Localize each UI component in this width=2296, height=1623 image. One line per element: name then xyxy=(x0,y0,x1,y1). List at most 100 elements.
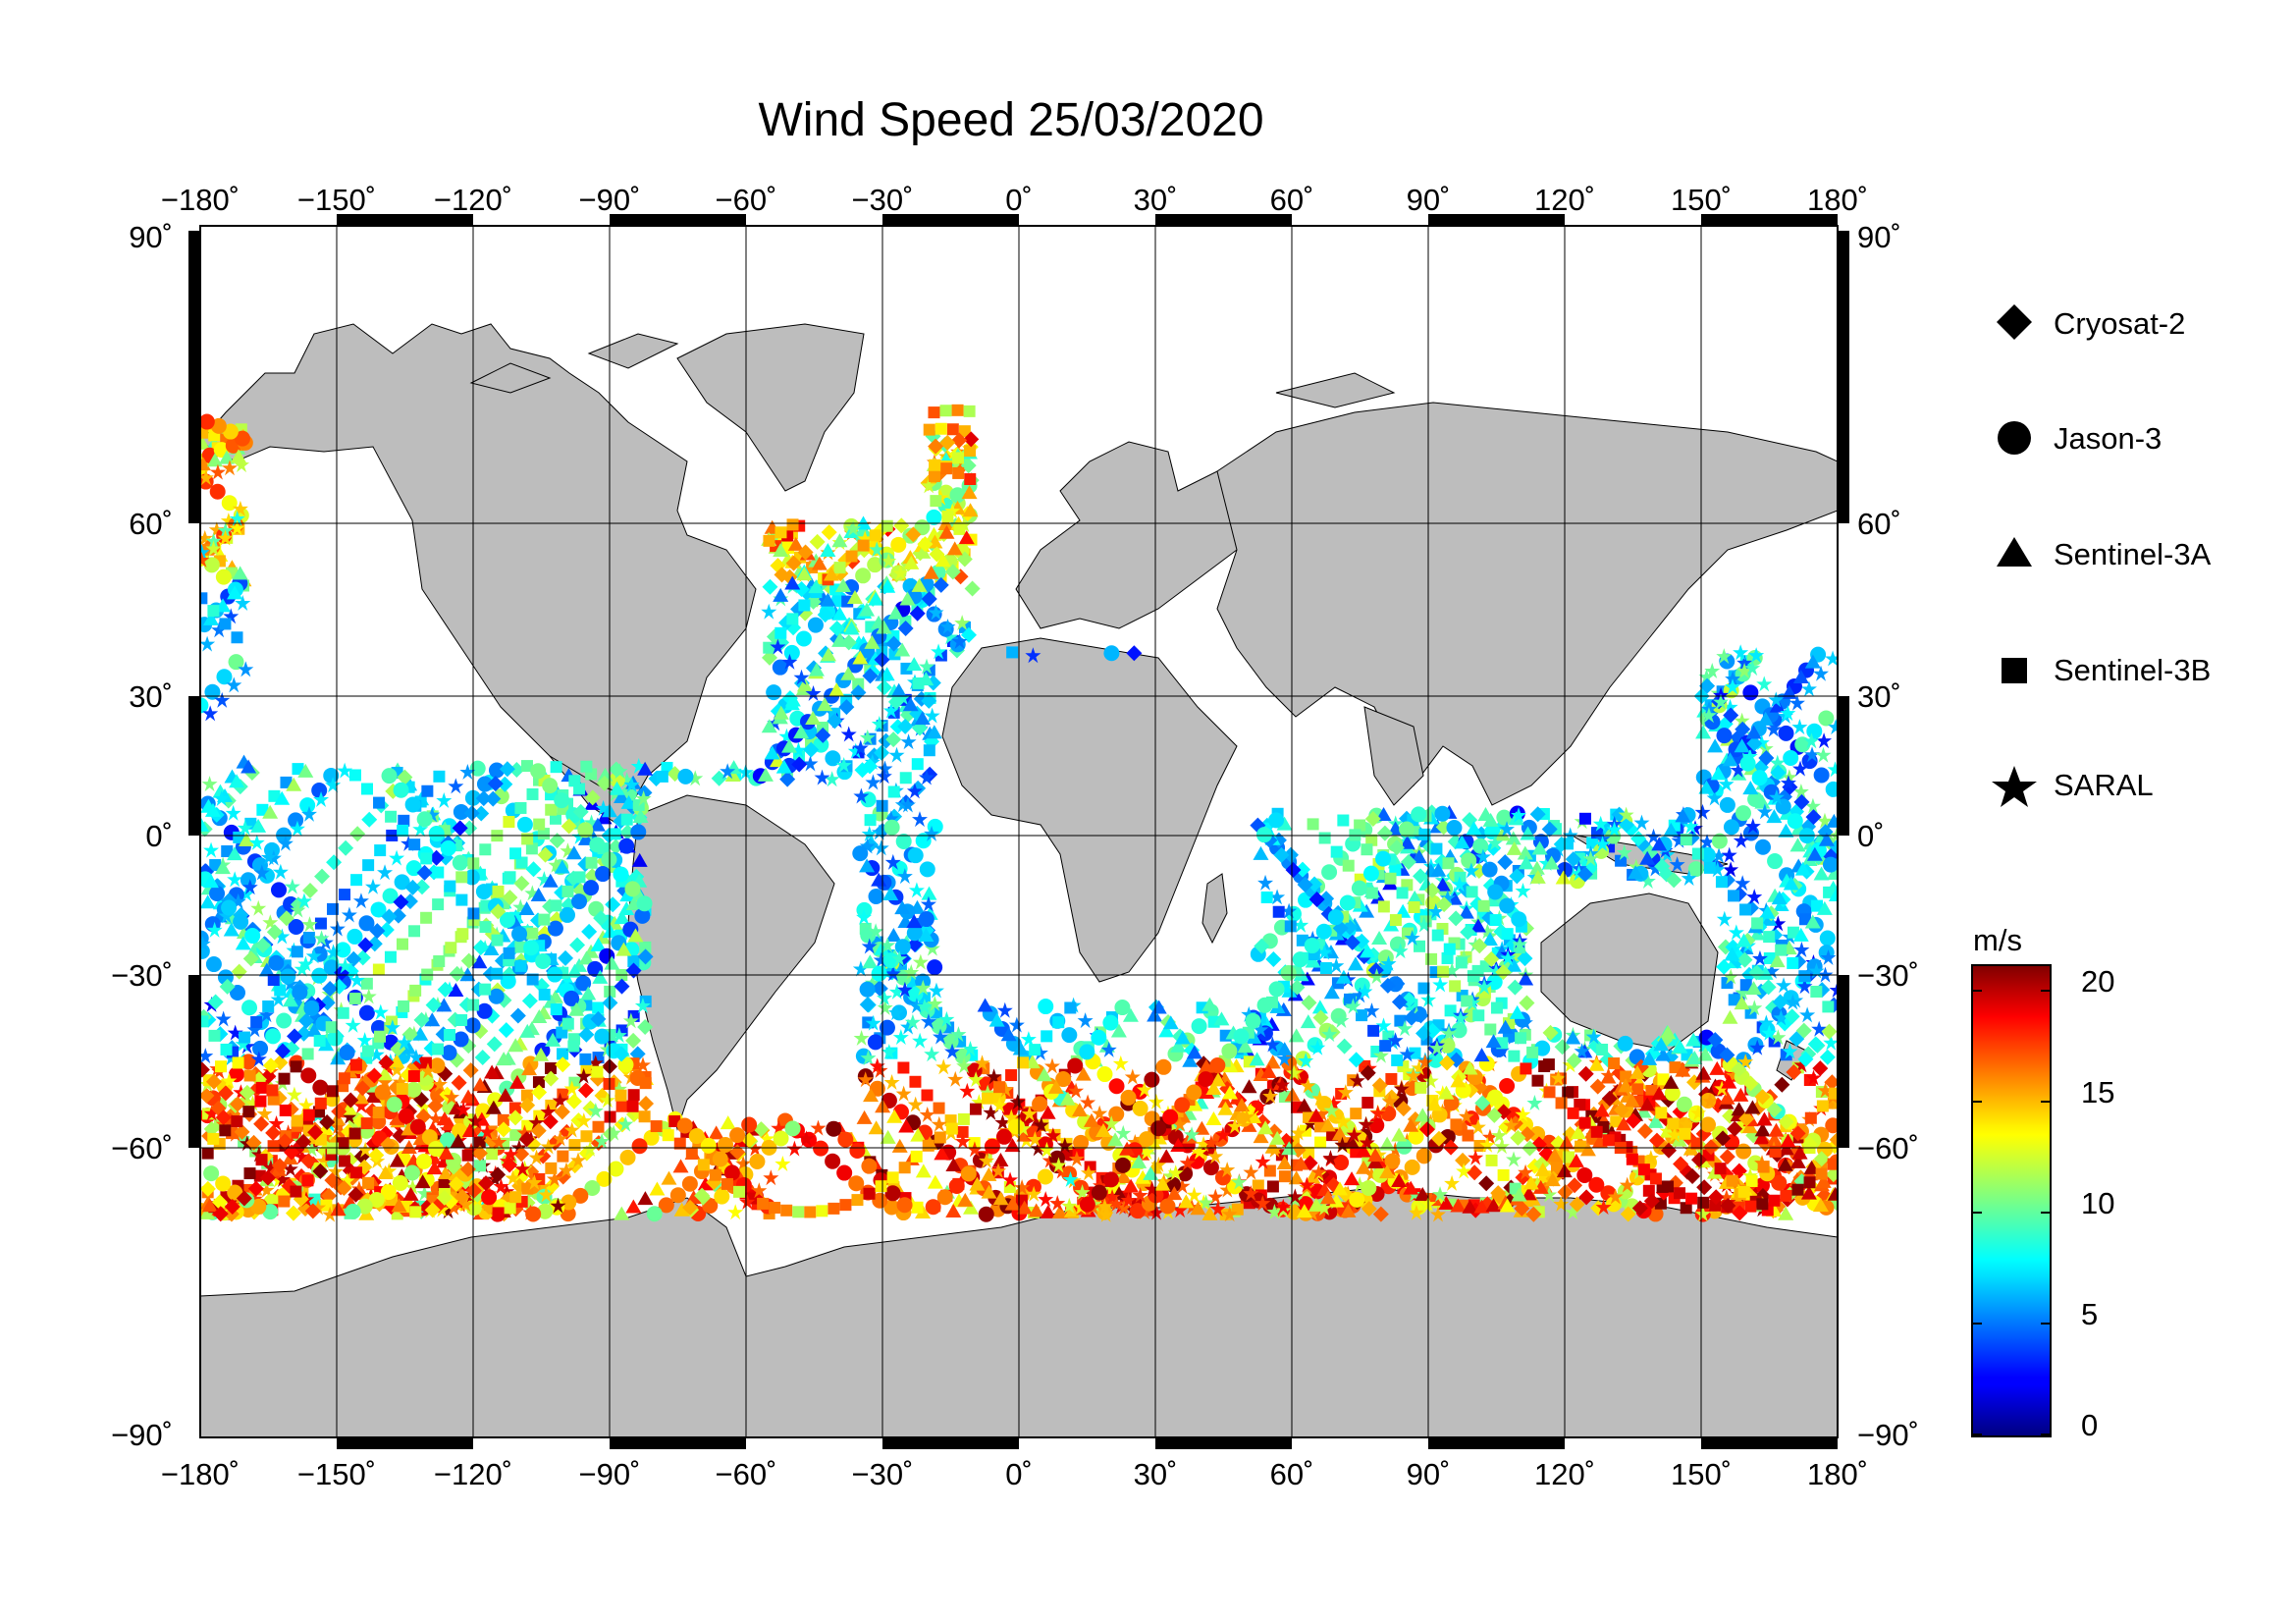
track-point xyxy=(852,677,865,690)
track-point xyxy=(1450,1118,1463,1131)
track-point xyxy=(1416,1054,1433,1070)
track-point xyxy=(483,941,500,955)
track-point xyxy=(221,899,238,916)
track-point xyxy=(1678,1115,1694,1132)
track-point xyxy=(398,1000,410,1012)
track-point xyxy=(1286,1064,1303,1081)
track-point xyxy=(436,791,453,808)
track-point xyxy=(1686,820,1703,837)
track-point xyxy=(462,1062,479,1079)
track-point xyxy=(1512,936,1528,952)
track-point xyxy=(591,1065,604,1078)
track-point xyxy=(463,869,480,886)
frame-bar xyxy=(1155,214,1292,226)
track-point xyxy=(1813,1151,1830,1167)
track-point xyxy=(634,1056,651,1073)
track-point xyxy=(342,1108,358,1124)
track-point xyxy=(487,1092,504,1109)
track-point xyxy=(1381,1093,1398,1109)
track-point xyxy=(1466,886,1478,898)
track-point xyxy=(1177,1165,1194,1182)
track-point xyxy=(1637,1163,1650,1176)
frame-bar xyxy=(1838,231,1849,523)
track-point xyxy=(568,1001,585,1016)
track-point xyxy=(1281,902,1298,919)
track-point xyxy=(1486,974,1503,991)
track-point xyxy=(380,1184,397,1201)
track-point xyxy=(534,1178,551,1195)
track-point xyxy=(928,982,944,999)
track-point xyxy=(1712,693,1729,710)
track-point xyxy=(622,1012,639,1029)
track-point xyxy=(1486,835,1503,851)
track-point xyxy=(872,1192,888,1209)
track-point xyxy=(1707,1032,1724,1049)
track-point xyxy=(1816,900,1833,915)
track-point xyxy=(871,965,887,982)
track-point xyxy=(1297,1196,1313,1213)
lon-tick: 180˚ xyxy=(1807,183,1868,217)
track-point xyxy=(349,826,366,842)
track-point xyxy=(912,1032,929,1049)
track-point xyxy=(1430,862,1447,877)
track-point xyxy=(577,831,594,845)
track-point xyxy=(1696,1179,1713,1196)
track-point xyxy=(938,1010,955,1027)
track-point xyxy=(1594,836,1611,852)
track-point xyxy=(637,948,654,965)
track-point xyxy=(455,871,468,884)
track-point xyxy=(1041,1030,1053,1043)
track-point xyxy=(292,984,308,1001)
track-point xyxy=(533,818,546,831)
track-point xyxy=(525,861,542,878)
track-point xyxy=(451,1074,467,1091)
track-point xyxy=(1490,1001,1503,1014)
track-point xyxy=(1362,865,1379,882)
track-point xyxy=(1429,1206,1446,1222)
track-point xyxy=(526,973,539,986)
track-point xyxy=(883,1074,900,1091)
track-point xyxy=(1544,1172,1561,1187)
track-point xyxy=(618,838,635,854)
lat-tick: 30˚ xyxy=(129,679,173,714)
track-point xyxy=(1243,1163,1259,1180)
track-point xyxy=(514,801,527,814)
track-point xyxy=(335,942,351,958)
track-point xyxy=(1284,1087,1301,1102)
track-point xyxy=(1075,1066,1092,1081)
track-point xyxy=(444,1089,460,1106)
track-point xyxy=(643,1129,660,1146)
track-point xyxy=(255,1154,268,1166)
track-point xyxy=(1285,862,1302,879)
track-point xyxy=(923,744,935,757)
track-point xyxy=(212,1206,229,1222)
track-point xyxy=(493,1178,509,1195)
track-point xyxy=(1763,931,1776,944)
lon-tick: −60˚ xyxy=(716,1457,777,1491)
track-point xyxy=(1415,1148,1432,1164)
track-point xyxy=(1388,839,1405,856)
lon-tick: −150˚ xyxy=(297,183,376,217)
track-point xyxy=(509,1191,522,1204)
track-point xyxy=(1372,1047,1389,1063)
track-point xyxy=(958,425,971,438)
track-point xyxy=(1748,647,1765,664)
track-point xyxy=(974,1055,990,1071)
track-point xyxy=(1333,1155,1350,1171)
track-point xyxy=(1062,1170,1079,1187)
track-point xyxy=(1092,1105,1108,1121)
track-point xyxy=(771,1119,787,1136)
track-point xyxy=(1443,943,1456,955)
track-point xyxy=(301,916,318,933)
track-point xyxy=(1691,847,1704,860)
track-point xyxy=(862,668,879,684)
track-point xyxy=(907,1096,924,1112)
track-point xyxy=(1434,877,1451,892)
legend-item-sentinel3a: Sentinel-3A xyxy=(1997,537,2212,571)
track-point xyxy=(905,526,922,543)
track-point xyxy=(518,1131,535,1148)
lon-tick: 0˚ xyxy=(1005,183,1033,217)
track-point xyxy=(1562,1086,1575,1099)
track-point xyxy=(929,459,941,471)
track-point xyxy=(1769,698,1786,713)
